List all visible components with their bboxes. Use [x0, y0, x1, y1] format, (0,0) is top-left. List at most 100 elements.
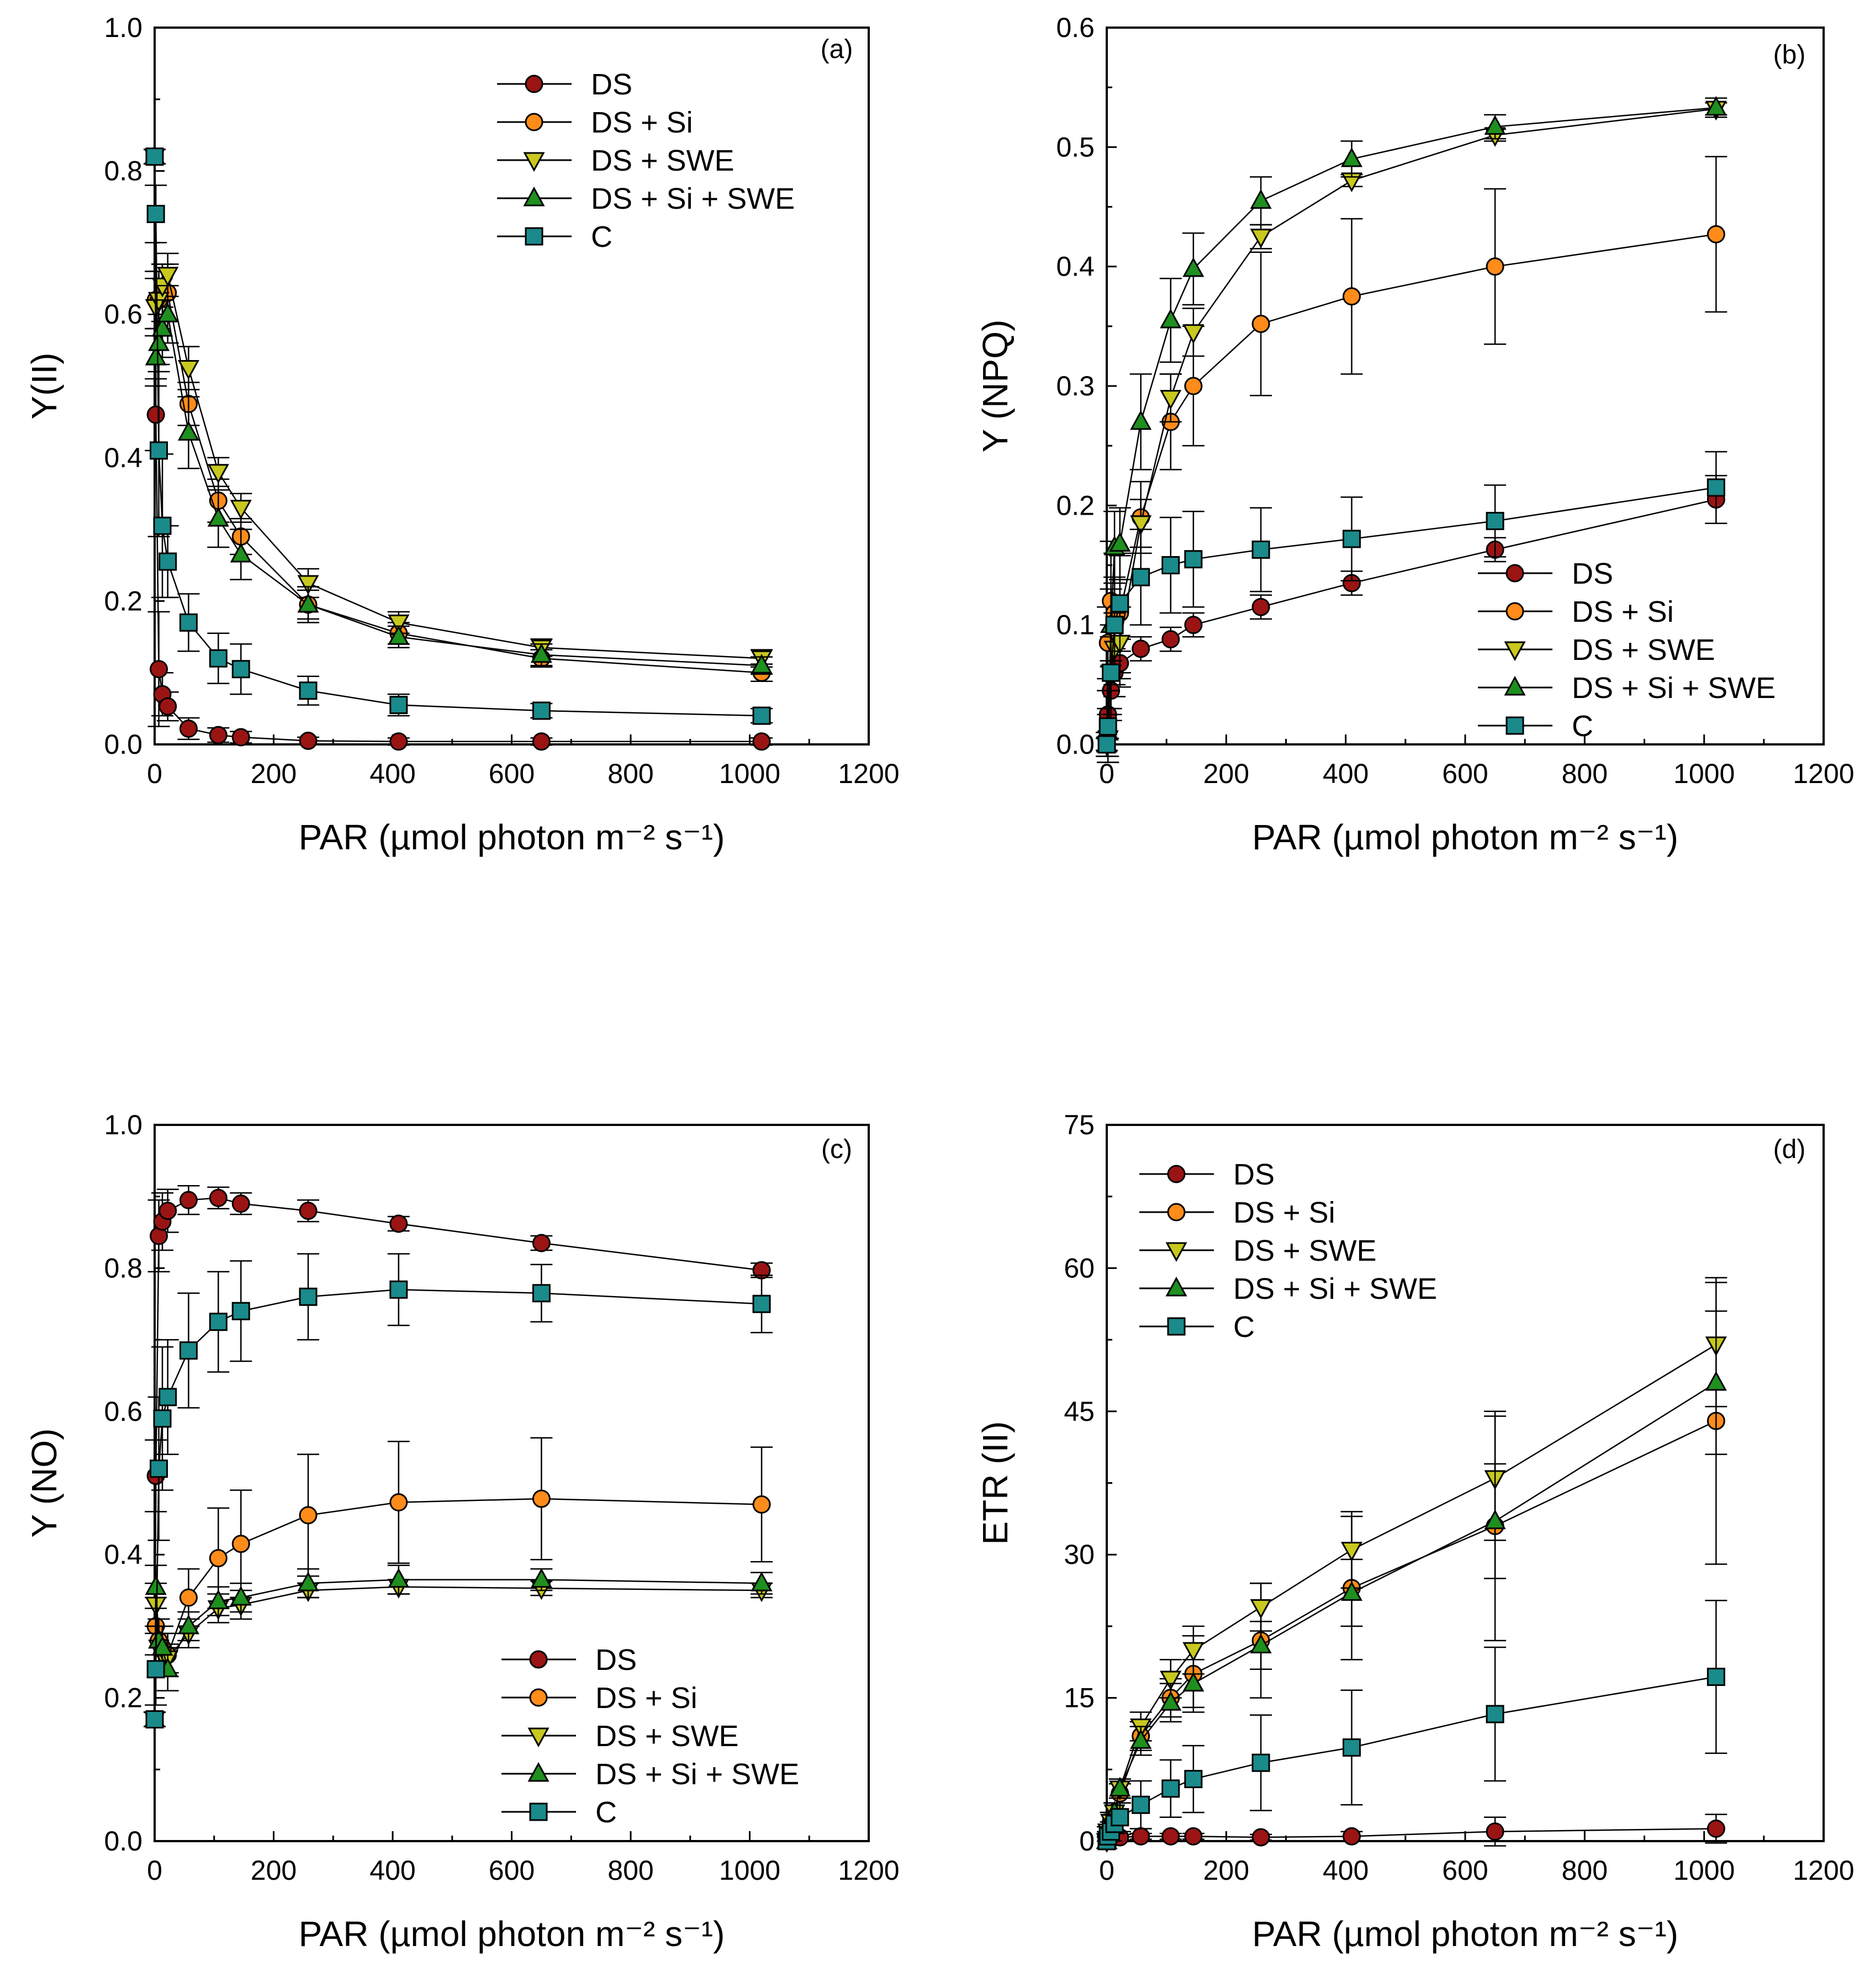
data-point	[299, 681, 318, 700]
data-point	[231, 1194, 250, 1213]
plot-frame	[154, 27, 870, 745]
data-point	[1342, 287, 1361, 306]
data-point	[1105, 616, 1124, 635]
series-line	[1106, 234, 1716, 745]
chart-panel-1: 0 200 400 600 800 1000 1200 0.0 0.1 0.2 0.3 0.4 0.5 0…	[975, 12, 1855, 857]
y-tick-label: 45	[1064, 1396, 1095, 1427]
data-point	[1340, 1581, 1363, 1601]
y-tick-label: 0.8	[104, 156, 142, 187]
legend-label: DS + SWE	[591, 144, 735, 177]
data-point	[1182, 257, 1205, 277]
legend-marker	[1504, 641, 1526, 662]
x-axis-label: PAR (µmol photon m⁻² s⁻¹)	[299, 817, 725, 857]
series-line	[154, 1289, 762, 1720]
legend-label: DS	[1233, 1158, 1275, 1191]
data-point	[1340, 1542, 1363, 1562]
y-tick-label: 0.4	[104, 442, 142, 473]
data-point	[1705, 1371, 1727, 1391]
legend-marker	[1505, 716, 1524, 735]
series-4	[144, 147, 773, 725]
series-2	[1096, 1282, 1728, 1853]
x-tick-label: 200	[251, 758, 297, 789]
data-point	[1182, 324, 1205, 344]
data-point	[209, 649, 228, 668]
data-point	[1707, 1668, 1725, 1686]
legend-label: DS + Si + SWE	[1233, 1272, 1437, 1305]
y-tick-label: 0.0	[104, 729, 142, 760]
legend-label: DS	[591, 68, 632, 101]
legend-label: DS + SWE	[1572, 633, 1715, 667]
y-tick-label: 30	[1064, 1539, 1095, 1570]
x-tick-label: 200	[1203, 758, 1249, 789]
data-point	[1707, 225, 1725, 244]
series-4	[1096, 451, 1728, 763]
legend-marker	[1505, 564, 1524, 583]
data-point	[1109, 1776, 1131, 1797]
series-0	[144, 1185, 773, 1729]
x-tick-label: 400	[1323, 758, 1369, 789]
data-point	[179, 613, 198, 632]
data-point	[1342, 1738, 1361, 1757]
data-point	[1184, 616, 1203, 635]
data-point	[1484, 115, 1506, 135]
data-point	[1130, 515, 1152, 535]
data-point	[299, 1506, 318, 1525]
legend-marker	[525, 75, 543, 93]
data-point	[297, 1571, 319, 1592]
legend-marker	[527, 1727, 550, 1748]
data-point	[1250, 1633, 1272, 1653]
x-tick-label: 0	[1099, 1855, 1114, 1886]
y-tick-label: 1.0	[104, 1109, 142, 1140]
data-point	[532, 701, 551, 720]
data-point	[145, 1575, 167, 1595]
data-point	[1251, 540, 1270, 559]
data-point	[146, 204, 165, 223]
legend-marker	[1505, 602, 1524, 621]
data-point	[751, 654, 773, 674]
y-axis-label: Y (NPQ)	[975, 320, 1015, 453]
data-point	[1250, 1599, 1272, 1619]
y-tick-label: 1.0	[104, 12, 142, 43]
data-point	[1250, 189, 1272, 209]
series-4	[1097, 1599, 1728, 1850]
data-point	[388, 625, 410, 645]
data-point	[146, 1660, 165, 1679]
data-point	[1102, 663, 1121, 682]
series-1	[144, 147, 773, 683]
panel-label: (b)	[1773, 40, 1806, 70]
data-point	[388, 614, 410, 635]
panel-label: (d)	[1773, 1135, 1806, 1164]
x-tick-label: 1200	[1793, 1855, 1854, 1886]
series-3	[144, 145, 773, 675]
x-tick-label: 400	[369, 758, 415, 789]
legend-label: C	[595, 1796, 617, 1829]
x-tick-label: 800	[608, 758, 653, 789]
data-point	[1486, 1822, 1504, 1841]
data-point	[159, 1202, 177, 1220]
data-point	[1130, 1729, 1152, 1749]
data-point	[1340, 147, 1363, 167]
data-point	[532, 1234, 551, 1252]
data-point	[179, 719, 198, 738]
legend-label: DS + Si	[1233, 1196, 1335, 1229]
legend-marker	[525, 227, 543, 246]
data-point	[1161, 1779, 1180, 1798]
data-point	[1251, 315, 1270, 334]
data-point	[1160, 390, 1182, 410]
x-tick-label: 1000	[1673, 1855, 1735, 1886]
series-line	[1106, 1344, 1716, 1842]
series-1	[1097, 1277, 1728, 1850]
data-point	[299, 732, 318, 750]
data-point	[153, 1409, 172, 1428]
y-tick-label: 0.2	[104, 1683, 142, 1714]
data-point	[1132, 1795, 1150, 1814]
y-tick-label: 15	[1064, 1683, 1095, 1714]
x-tick-label: 600	[1442, 1855, 1488, 1886]
data-point	[159, 1388, 177, 1407]
legend-label: DS + Si + SWE	[591, 182, 795, 215]
data-point	[1132, 1827, 1150, 1846]
y-tick-label: 0.6	[1056, 12, 1095, 43]
data-point	[1707, 478, 1725, 497]
data-point	[207, 1589, 229, 1610]
series-4	[144, 1253, 773, 1729]
